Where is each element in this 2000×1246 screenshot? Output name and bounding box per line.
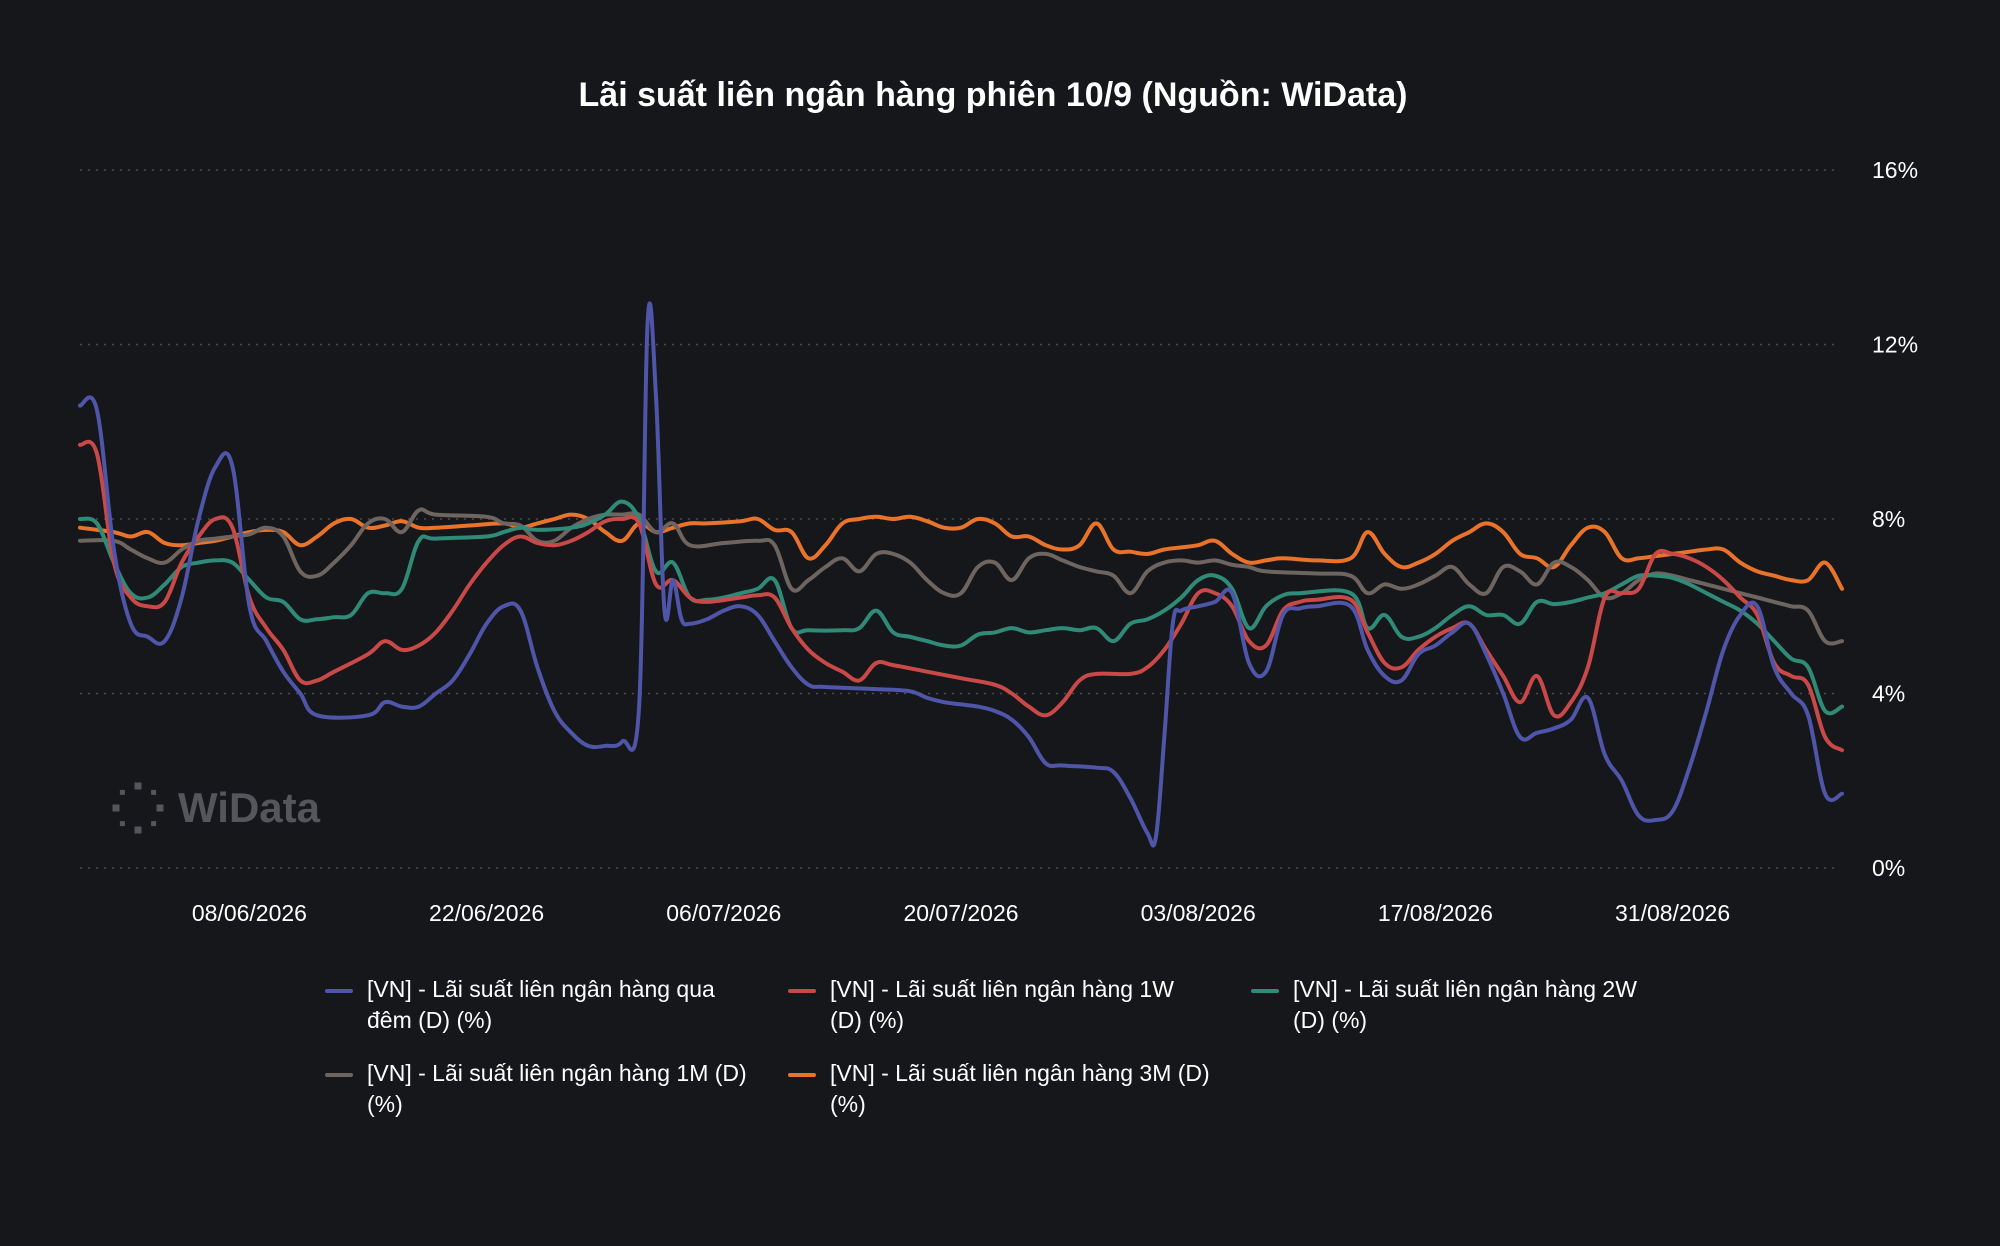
y-axis: 0% 4% 8% 12% 16% [1872, 157, 1918, 881]
series-line-4 [78, 512, 1844, 591]
x-tick-label: 08/06/2026 [192, 900, 307, 926]
legend-swatch [325, 1073, 353, 1077]
logo-dot [112, 804, 120, 812]
legend-swatch [325, 989, 353, 993]
legend-swatch [788, 1073, 816, 1077]
y-tick-label: 12% [1872, 332, 1918, 358]
series-lines [78, 301, 1844, 848]
logo-dot [156, 804, 164, 812]
logo-dot [151, 789, 157, 795]
x-tick-label: 06/07/2026 [666, 900, 781, 926]
chart-title: Lãi suất liên ngân hàng phiên 10/9 (Nguồ… [579, 76, 1408, 114]
watermark-text: WiData [178, 784, 321, 831]
series-line-2 [78, 499, 1844, 716]
y-tick-label: 8% [1872, 506, 1905, 532]
legend-item[interactable]: [VN] - Lãi suất liên ngân hàng 2W (D) (%… [1251, 974, 1714, 1036]
legend-label: [VN] - Lãi suất liên ngân hàng 3M (D) (%… [830, 1060, 1210, 1117]
logo-dot [134, 782, 142, 790]
legend-label: [VN] - Lãi suất liên ngân hàng qua đêm (… [367, 976, 715, 1033]
logo-dot [134, 826, 142, 834]
legend-item[interactable]: [VN] - Lãi suất liên ngân hàng 3M (D) (%… [788, 1058, 1251, 1120]
y-tick-label: 16% [1872, 157, 1918, 183]
legend-label: [VN] - Lãi suất liên ngân hàng 1W (D) (%… [830, 976, 1174, 1033]
legend-item[interactable]: [VN] - Lãi suất liên ngân hàng 1W (D) (%… [788, 974, 1251, 1036]
logo-dot [119, 789, 125, 795]
x-tick-label: 31/08/2026 [1615, 900, 1730, 926]
grid-lines [80, 169, 1840, 869]
x-tick-label: 17/08/2026 [1378, 900, 1493, 926]
logo-dot [119, 821, 125, 827]
legend-swatch [788, 989, 816, 993]
legend-label: [VN] - Lãi suất liên ngân hàng 1M (D) (%… [367, 1060, 747, 1117]
x-tick-label: 03/08/2026 [1141, 900, 1256, 926]
x-axis: 08/06/2026 22/06/2026 06/07/2026 20/07/2026… [192, 900, 1730, 926]
watermark-logo: WiData [112, 782, 321, 834]
series-line-3 [78, 507, 1844, 646]
y-tick-label: 4% [1872, 681, 1905, 707]
legend: [VN] - Lãi suất liên ngân hàng qua đêm (… [325, 974, 1725, 1120]
widata-logo-icon [112, 782, 164, 834]
y-tick-label: 0% [1872, 855, 1905, 881]
legend-label: [VN] - Lãi suất liên ngân hàng 2W (D) (%… [1293, 976, 1637, 1033]
series-line-1 [78, 439, 1844, 753]
series-line-0 [78, 301, 1844, 848]
legend-item[interactable]: [VN] - Lãi suất liên ngân hàng 1M (D) (%… [325, 1058, 788, 1120]
logo-dot [151, 821, 157, 827]
legend-item[interactable]: [VN] - Lãi suất liên ngân hàng qua đêm (… [325, 974, 788, 1036]
legend-swatch [1251, 989, 1279, 993]
x-tick-label: 20/07/2026 [903, 900, 1018, 926]
x-tick-label: 22/06/2026 [429, 900, 544, 926]
